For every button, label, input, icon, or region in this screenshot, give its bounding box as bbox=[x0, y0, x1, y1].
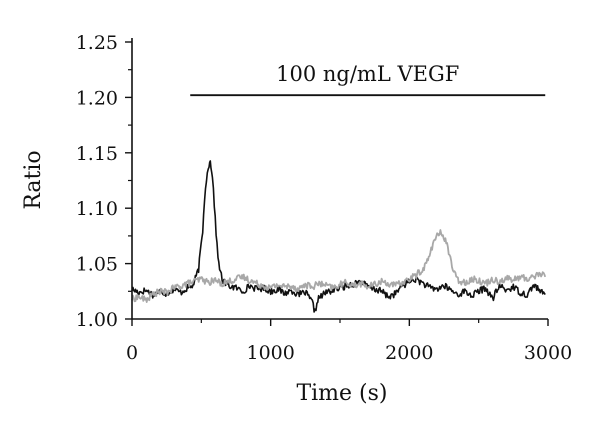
x-tick-label: 3000 bbox=[524, 342, 572, 364]
y-tick-label: 1.10 bbox=[76, 198, 118, 220]
series-line-1 bbox=[131, 160, 546, 313]
annotation-layer: 100 ng/mL VEGF bbox=[190, 62, 546, 97]
y-tick-label: 1.25 bbox=[76, 32, 118, 54]
x-tick-label: 2000 bbox=[385, 342, 433, 364]
axes-layer: 1.00 1.05 1.10 1.15 1.20 1.25 0 1000 2000 3000 bbox=[76, 32, 572, 364]
y-tick-label: 1.15 bbox=[76, 143, 118, 165]
y-tick-label: 1.05 bbox=[76, 254, 118, 276]
treatment-label: 100 ng/mL VEGF bbox=[276, 62, 459, 86]
x-axis-title: Time (s) bbox=[296, 381, 387, 406]
y-tick-label: 1.00 bbox=[76, 309, 118, 331]
series-line-2 bbox=[131, 229, 547, 303]
y-axis-title: Ratio bbox=[21, 150, 46, 209]
x-tick-label: 1000 bbox=[246, 342, 294, 364]
y-tick-label: 1.20 bbox=[76, 87, 118, 109]
x-tick-label: 0 bbox=[126, 342, 138, 364]
series-layer bbox=[131, 160, 547, 313]
